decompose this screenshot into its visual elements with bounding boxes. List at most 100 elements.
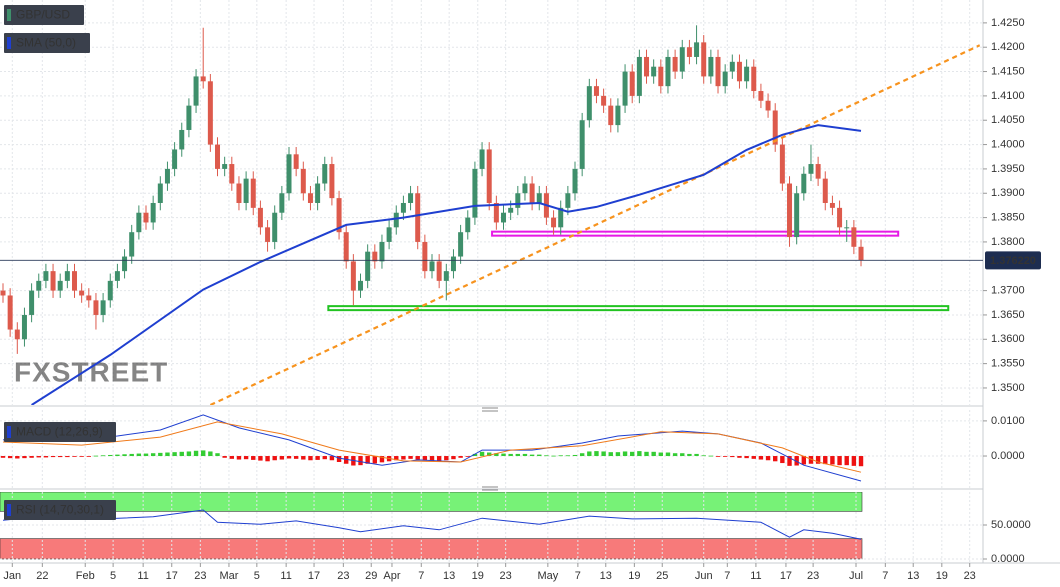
candle-body (336, 198, 342, 233)
macd-bar (630, 451, 635, 457)
candle-body (236, 183, 242, 203)
macd-bar (722, 456, 728, 457)
indicator-label: RSI (14,70,30,1) (16, 503, 104, 517)
x-tick-label: 23 (964, 570, 976, 582)
x-tick-label: 17 (780, 570, 792, 582)
macd-bar (7, 456, 13, 459)
x-tick-label: 23 (500, 570, 512, 582)
candle-body (644, 56, 650, 77)
candle-body (787, 183, 793, 238)
candle-body (815, 164, 821, 179)
macd-bar (43, 456, 49, 458)
macd-bar (315, 456, 320, 460)
macd-bar (308, 456, 313, 461)
macd-bar (193, 450, 199, 457)
candle-body (422, 241, 428, 272)
y-tick-label: 1.4100 (991, 90, 1025, 102)
macd-bar (15, 456, 20, 459)
candle-body (150, 202, 156, 223)
candle-body (593, 86, 599, 96)
candle-body (393, 212, 399, 228)
candle-body (365, 251, 371, 281)
macd-bar (515, 453, 521, 457)
drag-handle[interactable] (482, 407, 498, 412)
macd-bar (243, 456, 249, 460)
x-tick-label: 13 (443, 570, 455, 582)
macd-bar (851, 456, 857, 466)
macd-bar (787, 456, 792, 466)
macd-bar (658, 452, 664, 457)
candle-body (179, 129, 185, 150)
candle-body (272, 212, 278, 242)
candle-body (636, 56, 642, 96)
macd-bar (79, 456, 84, 457)
legend-label-swatch (7, 9, 11, 21)
macd-bar (715, 456, 721, 457)
y-tick-label: 0.0000 (991, 450, 1025, 462)
candle-body (708, 56, 714, 77)
macd-bar (823, 456, 828, 465)
y-tick-label: 1.4250 (991, 17, 1025, 29)
x-tick-label: Jul (849, 570, 863, 582)
x-tick-label: 23 (807, 570, 819, 582)
trendline (209, 44, 981, 405)
macd-bar (422, 456, 428, 461)
x-tick-label: 23 (194, 570, 206, 582)
x-tick-label: 19 (936, 570, 948, 582)
candle-body (772, 110, 778, 145)
candle-body (400, 202, 406, 213)
x-tick-label: Mar (219, 570, 238, 582)
candle-body (243, 178, 249, 203)
candle-body (429, 261, 435, 272)
candle-body (829, 202, 835, 208)
rsi-panel (0, 492, 983, 562)
drag-handle[interactable] (482, 486, 498, 491)
macd-bar (537, 454, 542, 457)
candle-body (21, 314, 27, 340)
macd-bar (672, 453, 678, 457)
macd-bar (401, 456, 406, 460)
macd-bar (680, 453, 685, 457)
macd-bar (694, 453, 699, 457)
x-tick-label: Feb (76, 570, 95, 582)
candle-body (215, 144, 221, 169)
candle-body (722, 71, 728, 87)
x-tick-label: Jan (3, 570, 21, 582)
y-tick-label: 0.0000 (991, 553, 1025, 565)
x-tick-label: 7 (418, 570, 424, 582)
macd-bar (429, 456, 435, 461)
candle-body (851, 227, 857, 247)
macd-bar (86, 456, 92, 457)
candle-body (250, 178, 256, 208)
x-tick-label: 11 (750, 570, 761, 582)
macd-bar (115, 454, 120, 457)
candle-body (265, 227, 271, 242)
candle-body (29, 290, 35, 315)
candle-body (601, 95, 607, 106)
candle-body (329, 164, 335, 199)
candle-body (257, 207, 263, 228)
macd-bar (286, 456, 292, 459)
candle-body (14, 329, 20, 340)
candle-body (122, 256, 128, 272)
candle-body (450, 256, 456, 272)
candle-body (200, 76, 206, 82)
candle-body (164, 168, 170, 184)
candle-body (729, 61, 735, 72)
candle-body (658, 66, 664, 87)
legend-label-box (4, 33, 90, 53)
candle-body (586, 86, 592, 121)
macd-bar (608, 452, 613, 457)
x-tick-label: 7 (882, 570, 888, 582)
macd-bar (765, 456, 771, 461)
macd-bar (551, 455, 556, 457)
candle-body (822, 178, 828, 203)
candle-body (651, 66, 657, 77)
candle-body (565, 193, 571, 208)
indicator-label: MACD (12,26,9) (16, 425, 103, 439)
x-tick-label: May (537, 570, 558, 582)
macd-bar (208, 451, 213, 457)
candle-body (286, 154, 292, 194)
y-tick-label: 1.4150 (991, 65, 1025, 77)
